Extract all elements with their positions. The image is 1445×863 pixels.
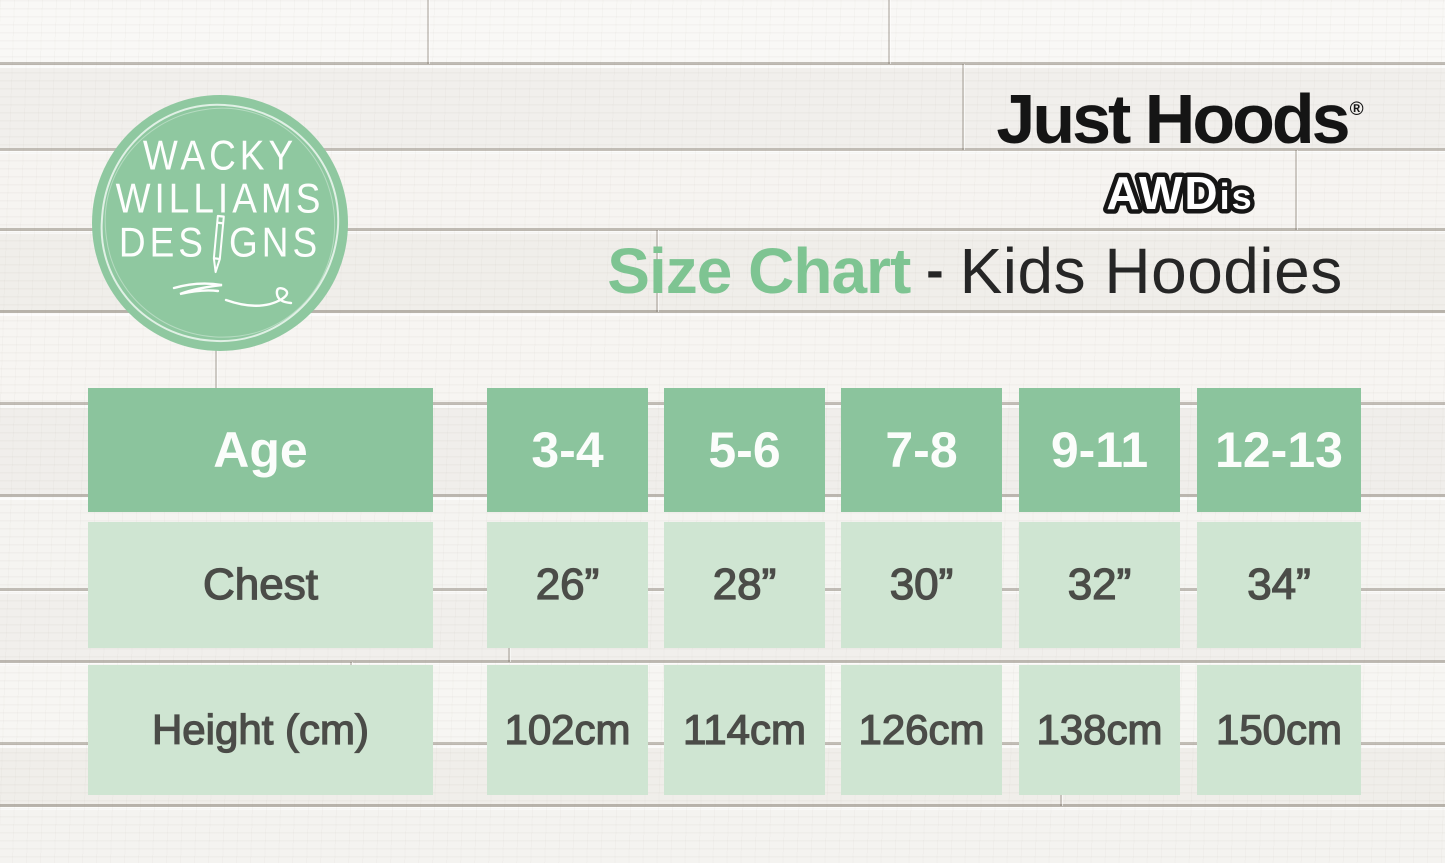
table-cell-chest-7-8: 30” <box>841 522 1002 648</box>
wood-plank-joint <box>656 230 658 312</box>
table-cell-chest-3-4: 26” <box>487 522 648 648</box>
wacky-williams-logo: WACKY WILLIAMS DES GNS <box>91 94 349 352</box>
table-header-age: Age <box>88 388 433 512</box>
justhoods-text: Just Hoods <box>996 80 1350 158</box>
wood-plank-joint <box>427 0 429 64</box>
pencil-icon <box>212 214 225 273</box>
logo-text-gns: GNS <box>228 219 322 266</box>
table-row-label-height: Height (cm) <box>88 665 433 795</box>
title-kids-hoodies: Kids Hoodies <box>959 235 1343 307</box>
title-separator: - <box>926 242 944 300</box>
table-cell-height-9-11: 138cm <box>1019 665 1180 795</box>
table-cell-chest-5-6: 28” <box>664 522 825 648</box>
awdis-logo: AWDis <box>1102 163 1256 224</box>
table-cell-height-12-13: 150cm <box>1197 665 1361 795</box>
justhoods-wordmark: Just Hoods ® <box>975 84 1385 154</box>
wood-plank-joint <box>215 312 217 404</box>
table-row-label-chest: Chest <box>88 522 433 648</box>
awdis-text-awd: AWD <box>1106 167 1219 219</box>
table-cell-height-5-6: 114cm <box>664 665 825 795</box>
logo-text-des: DES <box>118 219 207 266</box>
page-title: Size Chart - Kids Hoodies <box>555 234 1395 308</box>
logo-text-line3: DES GNS <box>118 214 322 273</box>
table-header-5-6: 5-6 <box>664 388 825 512</box>
table-header-12-13: 12-13 <box>1197 388 1361 512</box>
table-cell-height-7-8: 126cm <box>841 665 1002 795</box>
wood-plank-joint <box>962 64 964 150</box>
table-cell-chest-12-13: 34” <box>1197 522 1361 648</box>
table-cell-height-3-4: 102cm <box>487 665 648 795</box>
logo-squiggle <box>172 282 293 308</box>
table-cell-chest-9-11: 32” <box>1019 522 1180 648</box>
logo-text-line2: WILLIAMS <box>115 175 325 222</box>
logo-text-line1: WACKY <box>142 132 298 178</box>
justhoods-brand: Just Hoods ® AWDis <box>975 84 1385 226</box>
registered-mark: ® <box>1349 99 1364 120</box>
wood-plank-joint <box>888 0 890 64</box>
awdis-text: AWDis <box>1106 167 1253 219</box>
table-header-9-11: 9-11 <box>1019 388 1180 512</box>
awdis-text-is: is <box>1220 176 1254 217</box>
wood-plank-joint <box>1295 150 1297 230</box>
table-header-3-4: 3-4 <box>487 388 648 512</box>
table-header-7-8: 7-8 <box>841 388 1002 512</box>
title-size-chart: Size Chart <box>607 235 911 307</box>
